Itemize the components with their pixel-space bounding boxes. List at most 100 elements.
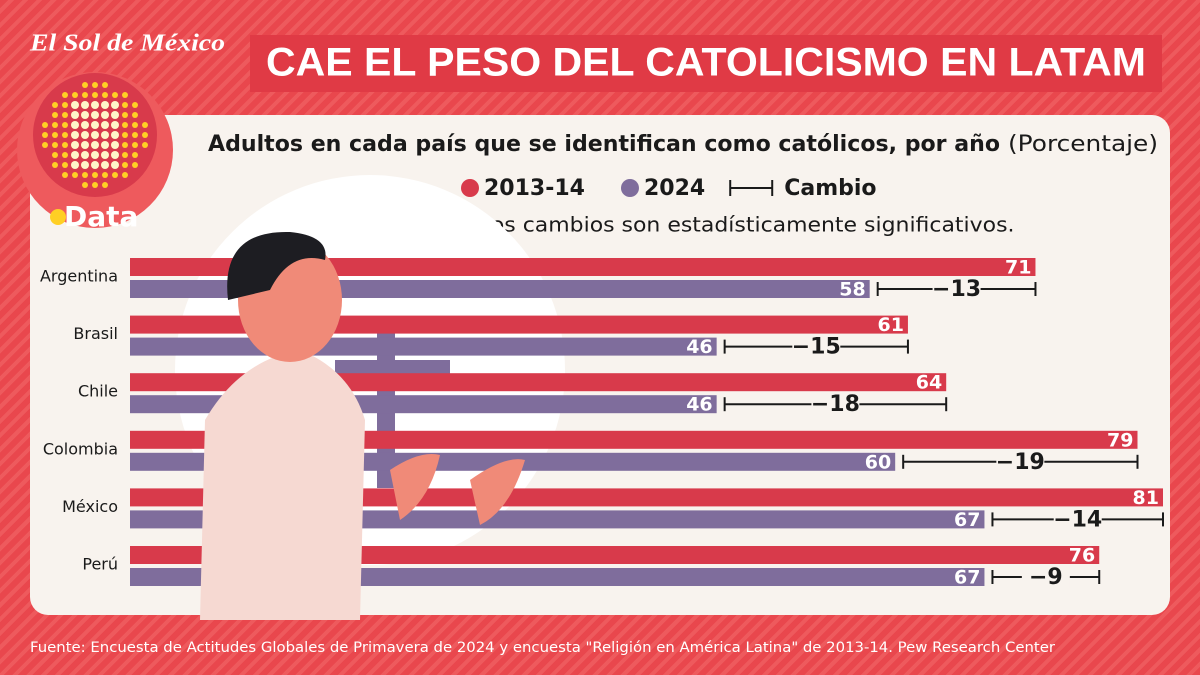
- logo-dot: [82, 82, 88, 88]
- logo-dot: [91, 151, 99, 159]
- logo-dot: [91, 161, 99, 169]
- logo-dots: [42, 82, 148, 188]
- label-bg: [1053, 508, 1102, 531]
- change-label: −9: [1029, 565, 1063, 590]
- logo-dot: [101, 121, 109, 129]
- label-bg: [811, 393, 860, 416]
- shirt: [200, 350, 365, 620]
- logo-dot: [91, 111, 99, 119]
- illustration-figure: [200, 231, 525, 620]
- logo-dot: [62, 172, 68, 178]
- logo-dot: [62, 152, 68, 158]
- unit-note: (Porcentaje): [1008, 132, 1158, 157]
- logo-dot: [42, 132, 48, 138]
- value-label: 46: [686, 394, 712, 416]
- logo-dot: [81, 151, 89, 159]
- logo-dot: [132, 132, 138, 138]
- category-label: Brasil: [73, 324, 118, 343]
- logo-dot: [111, 151, 119, 159]
- logo-dot: [81, 141, 89, 149]
- logo-dot: [62, 112, 68, 118]
- logo-dot: [132, 102, 138, 108]
- logo-dot: [71, 151, 79, 159]
- bar: [130, 546, 1100, 564]
- value-label: 79: [1107, 429, 1133, 451]
- logo-dot: [132, 152, 138, 158]
- logo-dot: [122, 142, 128, 148]
- logo-dot: [102, 82, 108, 88]
- logo-dot: [81, 121, 89, 129]
- logo-dot: [52, 122, 58, 128]
- logo-dot: [132, 142, 138, 148]
- brand-section: Data: [64, 200, 138, 233]
- legend-label: 2024: [644, 176, 705, 201]
- logo-dot: [122, 132, 128, 138]
- value-label: 46: [686, 336, 712, 358]
- hands: [390, 454, 525, 525]
- change-label: −14: [1053, 507, 1102, 532]
- logo-dot: [62, 132, 68, 138]
- logo-dot: [91, 131, 99, 139]
- logo-dot: [142, 142, 148, 148]
- label-bg: [792, 335, 841, 358]
- legend-swatch: [461, 179, 479, 197]
- logo-dot: [101, 131, 109, 139]
- logo-dot: [111, 161, 119, 169]
- logo-dot: [92, 172, 98, 178]
- logo-dot: [132, 162, 138, 168]
- logo-dot: [50, 209, 66, 225]
- logo-dot: [92, 92, 98, 98]
- logo-dot: [71, 101, 79, 109]
- title-box: [250, 35, 1162, 92]
- category-label: Chile: [78, 382, 118, 401]
- logo-dot: [111, 131, 119, 139]
- value-label: 71: [1005, 257, 1031, 279]
- logo-dot: [101, 141, 109, 149]
- logo-dot: [71, 161, 79, 169]
- bar: [130, 488, 1163, 507]
- value-label: 61: [877, 314, 903, 336]
- logo-dot: [111, 121, 119, 129]
- logo-dot: [111, 111, 119, 119]
- logo-dot: [122, 122, 128, 128]
- label-bg: [932, 278, 981, 300]
- logo-dot: [52, 152, 58, 158]
- logo-dot: [72, 92, 78, 98]
- value-label: 76: [1069, 545, 1095, 567]
- logo-dot: [122, 152, 128, 158]
- logo-dot: [52, 132, 58, 138]
- change-label: −19: [996, 450, 1045, 475]
- logo-dot: [42, 142, 48, 148]
- value-label: 60: [865, 451, 891, 473]
- logo-dot: [72, 172, 78, 178]
- logo-dot: [91, 141, 99, 149]
- logo-dot: [71, 141, 79, 149]
- logo-dot: [142, 132, 148, 138]
- logo-dot: [71, 131, 79, 139]
- label-bg: [1021, 566, 1070, 588]
- label-bg: [996, 450, 1045, 473]
- logo-dot: [122, 162, 128, 168]
- logo-dot: [42, 122, 48, 128]
- logo-dot: [101, 101, 109, 109]
- category-label: Perú: [82, 555, 118, 574]
- logo-dot: [62, 102, 68, 108]
- logo-dot: [62, 122, 68, 128]
- logo-dot: [122, 172, 128, 178]
- logo-dot: [91, 101, 99, 109]
- logo-dot: [62, 162, 68, 168]
- change-label: −13: [932, 277, 981, 302]
- logo-dot: [132, 122, 138, 128]
- logo-dot: [142, 122, 148, 128]
- logo-dot: [71, 121, 79, 129]
- chart-title: CAE EL PESO DEL CATOLICISMO EN LATAM: [266, 41, 1146, 85]
- logo-dot: [112, 92, 118, 98]
- bar: [130, 337, 717, 356]
- logo-dot: [112, 172, 118, 178]
- category-label: Colombia: [43, 439, 118, 458]
- legend-label: 2013-14: [484, 176, 585, 201]
- logo-dot: [111, 101, 119, 109]
- logo-dot: [62, 92, 68, 98]
- logo-dot: [52, 162, 58, 168]
